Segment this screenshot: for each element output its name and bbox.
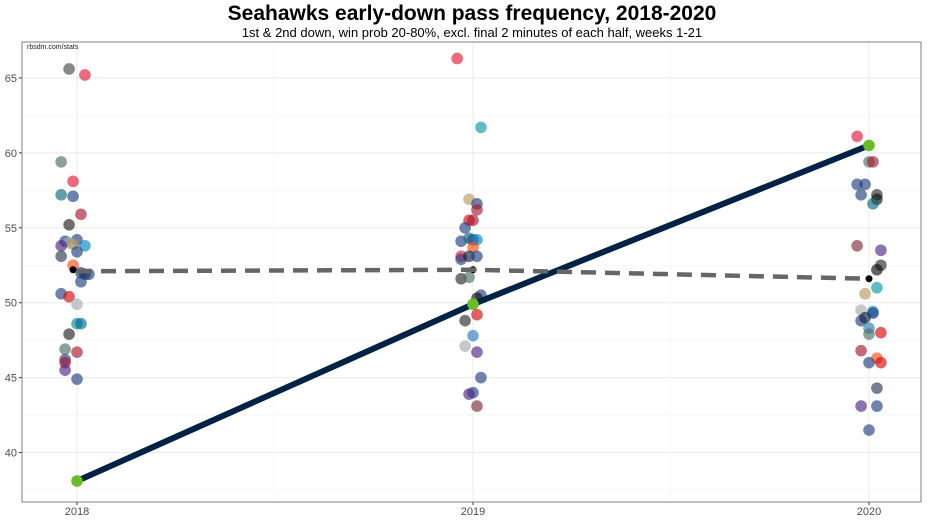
team-point [863, 328, 875, 340]
team-point [875, 356, 887, 369]
team-point [63, 328, 75, 340]
team-point [75, 208, 87, 221]
chart-title: Seahawks early-down pass frequency, 2018… [228, 2, 717, 25]
team-point [55, 239, 67, 252]
team-point [55, 250, 67, 263]
team-point [55, 156, 67, 168]
chart-subtitle: 1st & 2nd down, win prob 20-80%, excl. f… [242, 25, 702, 40]
team-point [71, 346, 83, 358]
plot-border [21, 41, 922, 503]
x-axis: 2018 2019 2020 [65, 502, 881, 518]
y-tick-label: 55 [5, 223, 17, 235]
y-tick-label: 50 [5, 298, 17, 310]
y-tick-label: 65 [5, 73, 17, 85]
seahawks-point [467, 298, 479, 311]
seahawks-point [863, 139, 875, 152]
team-points [55, 52, 887, 436]
y-tick-label: 40 [5, 448, 17, 460]
source-caption: rbsdm.com/stats [27, 44, 79, 51]
team-point [67, 175, 79, 188]
team-point [69, 266, 77, 274]
team-point [475, 371, 487, 384]
team-point [871, 281, 883, 294]
team-point [463, 271, 475, 284]
team-point [63, 219, 75, 231]
team-point [75, 317, 87, 330]
team-point [71, 245, 83, 258]
team-point [863, 424, 875, 436]
team-point [471, 400, 483, 412]
league-average-line [76, 267, 870, 281]
team-point [467, 329, 479, 342]
team-point [475, 121, 487, 134]
team-point [459, 314, 471, 327]
team-point [871, 400, 883, 412]
x-tick-label: 2020 [857, 506, 881, 518]
team-point [467, 241, 479, 254]
team-point [59, 343, 71, 355]
team-point [851, 239, 863, 252]
team-point [79, 239, 91, 252]
team-point [859, 311, 871, 324]
team-point [871, 382, 883, 394]
team-point [79, 69, 91, 81]
team-point [471, 250, 483, 263]
team-point [867, 156, 879, 168]
team-point [851, 130, 863, 143]
team-point [63, 290, 75, 303]
team-point [855, 344, 867, 357]
y-axis: 40 45 50 55 60 65 [5, 73, 22, 460]
team-point [863, 356, 875, 369]
team-point [875, 244, 887, 257]
team-point [459, 221, 471, 234]
team-point [875, 326, 887, 339]
team-point [71, 298, 83, 311]
team-point [859, 178, 871, 191]
team-point [459, 340, 471, 352]
team-point [471, 308, 483, 321]
team-point [463, 388, 475, 400]
team-point [871, 263, 883, 276]
team-point [467, 214, 479, 227]
team-point [55, 189, 67, 201]
team-point [67, 190, 79, 203]
team-point [471, 204, 483, 216]
team-point [59, 364, 71, 376]
team-point [859, 287, 871, 300]
x-tick-label: 2019 [461, 506, 485, 518]
team-point [71, 373, 83, 385]
team-point [867, 198, 879, 210]
team-point [855, 400, 867, 412]
seahawks-point [71, 475, 83, 487]
team-point [63, 63, 75, 75]
team-point [75, 275, 87, 288]
team-point [451, 52, 463, 65]
y-tick-label: 60 [5, 148, 17, 160]
team-point [855, 189, 867, 201]
team-point [471, 346, 483, 358]
seahawks-markers [71, 139, 875, 487]
x-tick-label: 2018 [65, 506, 89, 518]
y-tick-label: 45 [5, 373, 17, 385]
